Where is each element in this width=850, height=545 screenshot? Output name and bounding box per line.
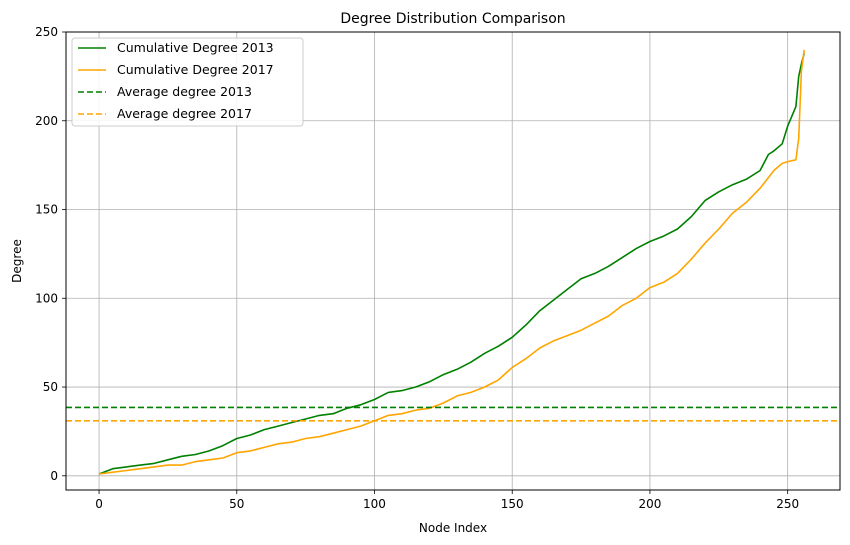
- legend-label-average-degree-2017: Average degree 2017: [117, 106, 252, 121]
- x-tick-label: 150: [501, 497, 524, 511]
- y-tick-label: 200: [35, 114, 58, 128]
- x-tick-label: 200: [638, 497, 661, 511]
- y-tick-label: 50: [43, 380, 58, 394]
- legend-label-cumulative-degree-2013: Cumulative Degree 2013: [117, 40, 274, 55]
- x-tick-label: 250: [776, 497, 799, 511]
- x-tick-label: 100: [363, 497, 386, 511]
- series-line-cumulative-degree-2013: [98, 53, 805, 475]
- y-tick-label: 100: [35, 291, 58, 305]
- plot-series: [66, 49, 840, 475]
- legend-box: [71, 37, 304, 127]
- chart-title: Degree Distribution Comparison: [340, 11, 565, 27]
- y-tick-label: 250: [35, 25, 58, 39]
- legend: Cumulative Degree 2013 Cumulative Degree …: [71, 37, 304, 127]
- legend-label-cumulative-degree-2017: Cumulative Degree 2017: [117, 62, 274, 77]
- y-tick-label: 150: [35, 203, 58, 217]
- legend-label-average-degree-2013: Average degree 2013: [117, 84, 252, 99]
- x-axis-label: Node Index: [419, 521, 487, 535]
- x-tick-label: 0: [95, 497, 103, 511]
- axis-ticks: 0 50 100 150 200 250 0 50 100 150 200 250: [35, 25, 799, 511]
- series-line-cumulative-degree-2017: [98, 49, 805, 475]
- y-axis-label: Degree: [10, 239, 24, 283]
- y-tick-label: 0: [50, 469, 58, 483]
- plot-frame: [65, 31, 841, 491]
- x-tick-label: 50: [229, 497, 244, 511]
